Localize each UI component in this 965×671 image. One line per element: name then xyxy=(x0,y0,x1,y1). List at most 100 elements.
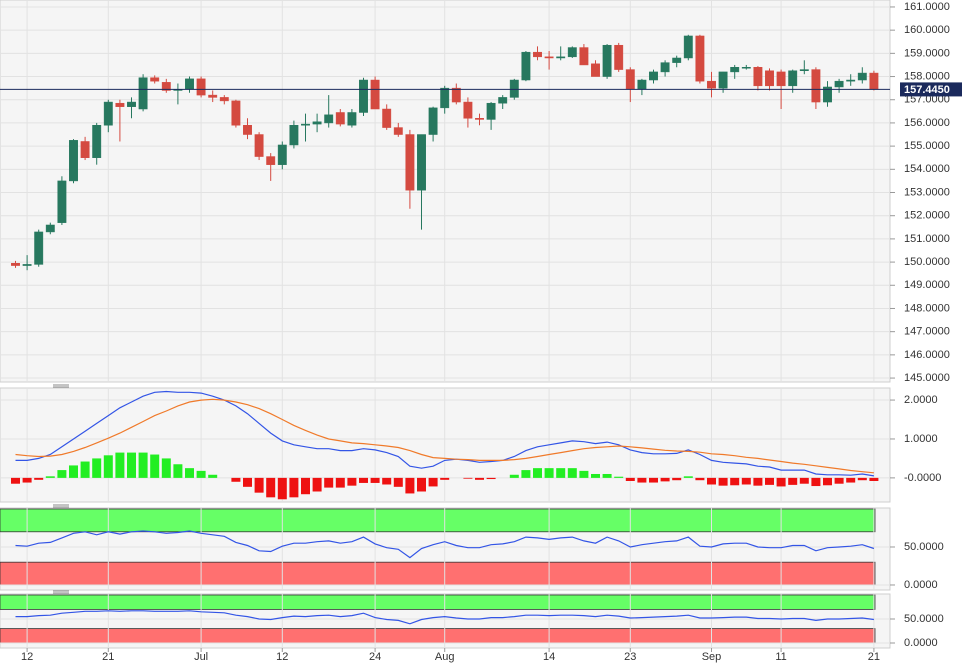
histogram-bar xyxy=(370,477,380,483)
histogram-bar xyxy=(11,477,20,484)
candle-body xyxy=(567,47,577,58)
x-tick-label: 12 xyxy=(21,651,33,663)
zone-band xyxy=(0,594,876,610)
series-line xyxy=(15,390,874,477)
histogram-bar xyxy=(614,476,624,478)
series-line xyxy=(15,398,874,474)
candle-body xyxy=(428,107,438,135)
histogram-bar xyxy=(567,468,577,478)
candle-body xyxy=(846,79,856,82)
candle-body xyxy=(103,101,113,126)
candle-body xyxy=(289,124,299,146)
y-tick-label: 151.0000 xyxy=(904,233,950,245)
histogram-bar xyxy=(359,477,368,483)
histogram-bar xyxy=(57,470,67,478)
histogram-bar xyxy=(695,477,705,481)
zone-band xyxy=(0,508,876,533)
y-tick-label: 158.0000 xyxy=(904,70,950,82)
candle-body xyxy=(161,82,171,91)
candle-body xyxy=(463,101,473,119)
histogram-bar xyxy=(741,477,751,485)
histogram-bar xyxy=(405,477,415,494)
candle-body xyxy=(544,56,554,59)
y-tick-label: 153.0000 xyxy=(904,186,950,198)
candle-body xyxy=(695,35,705,82)
histogram-bar xyxy=(115,452,125,478)
histogram-bar xyxy=(34,477,44,480)
candle-body xyxy=(45,224,55,233)
histogram-bar xyxy=(869,477,879,481)
x-tick-label: Sep xyxy=(702,651,722,663)
candle-body xyxy=(614,44,624,70)
candle-body xyxy=(127,101,136,107)
candle-body xyxy=(765,70,774,87)
candle-body xyxy=(22,264,32,266)
y-tick-label: 2.0000 xyxy=(904,394,938,406)
histogram-bar xyxy=(823,477,832,486)
y-tick-label: 50.0000 xyxy=(904,613,944,625)
candle-body xyxy=(857,72,867,81)
candle-body xyxy=(799,69,809,71)
histogram-bar xyxy=(243,477,252,487)
y-tick-label: 152.0000 xyxy=(904,210,950,222)
histogram-bar xyxy=(127,452,136,478)
histogram-bar xyxy=(660,477,670,482)
histogram-bar xyxy=(707,477,716,485)
last-price-label: 157.4450 xyxy=(904,84,950,96)
histogram-bar xyxy=(428,477,438,487)
histogram-bar xyxy=(208,474,218,478)
histogram-bar xyxy=(475,477,484,480)
candle-body xyxy=(741,67,751,69)
y-tick-label: 157.0000 xyxy=(904,94,950,106)
histogram-bar xyxy=(440,477,450,480)
histogram-bar xyxy=(92,458,102,478)
histogram-bar xyxy=(173,464,183,478)
x-tick-label: 21 xyxy=(868,651,880,663)
histogram-bar xyxy=(289,477,299,498)
candle-body xyxy=(208,94,218,98)
y-tick-label: 154.0000 xyxy=(904,163,950,175)
y-tick-label: 1.0000 xyxy=(904,433,938,445)
candle-body xyxy=(730,67,740,73)
histogram-bar xyxy=(486,477,496,480)
histogram-bar xyxy=(254,477,264,493)
histogram-bar xyxy=(312,477,322,492)
histogram-bar xyxy=(533,468,542,478)
candle-body xyxy=(196,78,206,96)
histogram-bar xyxy=(521,470,531,478)
candle-body xyxy=(243,124,252,135)
histogram-bar xyxy=(799,477,809,484)
candle-body xyxy=(660,62,670,73)
histogram-bar xyxy=(602,473,612,478)
panel-grips xyxy=(53,384,69,594)
candle-body xyxy=(57,180,67,223)
y-tick-label: 149.0000 xyxy=(904,279,950,291)
y-tick-label: 146.0000 xyxy=(904,349,950,361)
candle-body xyxy=(34,231,44,265)
histogram-bar xyxy=(683,476,693,478)
candle-body xyxy=(683,35,693,59)
zone-band xyxy=(0,561,876,586)
candle-body xyxy=(393,127,403,135)
y-tick-label: 0.0000 xyxy=(904,637,938,649)
candle-body xyxy=(776,71,786,87)
y-tick-label: 50.0000 xyxy=(904,541,944,553)
candle-body xyxy=(382,108,392,128)
histogram-bar xyxy=(324,477,334,488)
candle-body xyxy=(254,134,264,157)
histogram-bar xyxy=(266,477,276,498)
histogram-bar xyxy=(196,470,206,478)
candle-body xyxy=(335,112,345,125)
candle-body xyxy=(451,87,461,103)
histogram-bar xyxy=(753,477,763,486)
histogram-bar xyxy=(544,468,554,478)
histogram-bar xyxy=(556,468,566,478)
x-tick-label: Jul xyxy=(194,651,208,663)
x-tick-label: 23 xyxy=(624,651,636,663)
histogram-bar xyxy=(579,470,589,478)
y-tick-label: 161.0000 xyxy=(904,1,950,13)
candle-body xyxy=(69,140,78,182)
candle-body xyxy=(138,77,148,110)
candle-body xyxy=(834,80,844,88)
